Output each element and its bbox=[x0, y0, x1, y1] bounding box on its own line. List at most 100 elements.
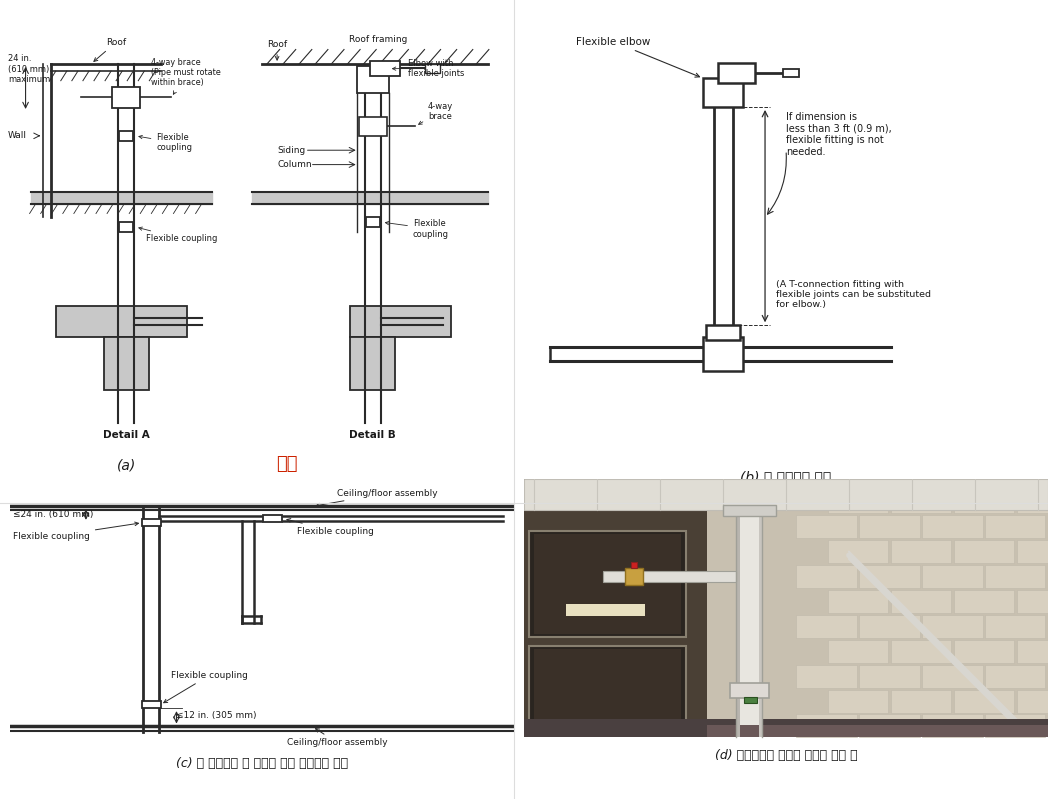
Text: Ceiling/floor assembly: Ceiling/floor assembly bbox=[287, 729, 388, 748]
Bar bbox=[954, 690, 1014, 713]
Bar bbox=[783, 69, 799, 78]
Text: Siding: Siding bbox=[277, 145, 305, 155]
Text: Elbow with
flexible joints: Elbow with flexible joints bbox=[392, 58, 464, 78]
Bar bbox=[1017, 491, 1048, 514]
Bar bbox=[985, 714, 1046, 737]
Bar bbox=[859, 515, 920, 539]
Text: (c) 주 수직도관 및 브램치 배관 수직도관 상세: (c) 주 수직도관 및 브램치 배관 수직도관 상세 bbox=[176, 757, 348, 770]
Bar bbox=[796, 515, 857, 539]
Bar bbox=[796, 665, 857, 688]
Bar bbox=[625, 568, 643, 585]
Bar bbox=[922, 714, 983, 737]
Bar bbox=[736, 510, 763, 737]
Text: Flexible coupling: Flexible coupling bbox=[287, 519, 374, 535]
Bar bbox=[736, 510, 740, 737]
Text: Flexible coupling: Flexible coupling bbox=[163, 670, 248, 703]
Bar bbox=[529, 646, 686, 722]
Text: Flexible coupling: Flexible coupling bbox=[13, 522, 138, 541]
Bar bbox=[922, 614, 983, 638]
Bar bbox=[954, 491, 1014, 514]
Bar bbox=[1017, 640, 1048, 663]
Bar bbox=[922, 665, 983, 688]
Bar bbox=[534, 534, 681, 634]
Text: (A T-connection fitting with
flexible joints can be substituted
for elbow.): (A T-connection fitting with flexible jo… bbox=[776, 280, 931, 309]
Bar bbox=[119, 130, 133, 141]
Bar bbox=[524, 479, 1048, 737]
Bar bbox=[922, 515, 983, 539]
Text: (b) 단 수직도관 상세: (b) 단 수직도관 상세 bbox=[740, 470, 832, 484]
Bar bbox=[631, 562, 637, 568]
Bar bbox=[828, 590, 889, 613]
Bar bbox=[1017, 690, 1048, 713]
Bar bbox=[985, 565, 1046, 588]
Text: ≤12 in. (305 mm): ≤12 in. (305 mm) bbox=[176, 711, 257, 720]
Text: Roof framing: Roof framing bbox=[349, 35, 407, 45]
Bar bbox=[985, 614, 1046, 638]
Text: Detail A: Detail A bbox=[103, 430, 150, 440]
Bar bbox=[954, 540, 1014, 563]
Bar bbox=[119, 221, 133, 233]
Bar bbox=[350, 306, 451, 337]
Bar bbox=[891, 590, 952, 613]
Text: If dimension is
less than 3 ft (0.9 m),
flexible fitting is not
needed.: If dimension is less than 3 ft (0.9 m), … bbox=[786, 112, 892, 157]
Bar bbox=[524, 479, 1048, 510]
Bar bbox=[524, 479, 707, 737]
Bar bbox=[534, 650, 681, 719]
Bar bbox=[729, 683, 769, 698]
Bar bbox=[112, 87, 140, 108]
Bar bbox=[954, 590, 1014, 613]
Bar bbox=[703, 78, 743, 107]
Text: 4-way brace
(Pipe must rotate
within brace): 4-way brace (Pipe must rotate within bra… bbox=[151, 58, 221, 94]
Bar bbox=[104, 337, 149, 390]
Text: (a): (a) bbox=[116, 458, 136, 472]
Text: Wall: Wall bbox=[8, 131, 27, 141]
Text: Ceiling/floor assembly: Ceiling/floor assembly bbox=[316, 488, 438, 507]
Bar bbox=[985, 665, 1046, 688]
Bar bbox=[796, 714, 857, 737]
Text: Column: Column bbox=[277, 160, 311, 169]
Bar bbox=[922, 565, 983, 588]
Text: (d) 수직도관에 가요성 커플링 설치 예: (d) 수직도관에 가요성 커플링 설치 예 bbox=[715, 749, 857, 761]
Bar bbox=[356, 66, 389, 93]
Bar bbox=[828, 640, 889, 663]
Bar bbox=[262, 515, 282, 523]
Bar bbox=[723, 505, 776, 516]
Text: 상세: 상세 bbox=[277, 455, 298, 473]
Bar bbox=[891, 690, 952, 713]
Bar bbox=[603, 571, 736, 582]
Bar bbox=[796, 614, 857, 638]
Bar bbox=[828, 491, 889, 514]
Bar bbox=[370, 61, 400, 76]
Bar bbox=[1017, 540, 1048, 563]
Bar bbox=[350, 337, 395, 390]
Bar bbox=[828, 690, 889, 713]
Bar bbox=[1017, 590, 1048, 613]
Bar bbox=[358, 117, 387, 136]
Bar bbox=[859, 714, 920, 737]
Text: Roof: Roof bbox=[94, 38, 126, 62]
Text: Flexible elbow: Flexible elbow bbox=[576, 37, 699, 78]
Text: Detail B: Detail B bbox=[349, 430, 396, 440]
Bar bbox=[828, 540, 889, 563]
Bar bbox=[566, 604, 645, 616]
Bar bbox=[141, 702, 161, 708]
Bar bbox=[891, 540, 952, 563]
Bar bbox=[529, 531, 686, 638]
Bar bbox=[859, 565, 920, 588]
Bar bbox=[425, 64, 439, 73]
Bar bbox=[891, 640, 952, 663]
Bar bbox=[985, 515, 1046, 539]
Bar bbox=[707, 725, 1048, 737]
Text: Roof: Roof bbox=[267, 40, 287, 60]
Bar bbox=[141, 519, 161, 527]
Bar bbox=[703, 337, 743, 371]
Bar bbox=[859, 665, 920, 688]
Bar bbox=[859, 614, 920, 638]
Bar bbox=[718, 63, 755, 83]
Text: Flexible coupling: Flexible coupling bbox=[138, 227, 218, 244]
Bar bbox=[954, 640, 1014, 663]
Bar bbox=[706, 325, 740, 340]
Bar bbox=[759, 510, 762, 737]
Bar bbox=[744, 697, 757, 702]
Bar bbox=[524, 719, 1048, 737]
